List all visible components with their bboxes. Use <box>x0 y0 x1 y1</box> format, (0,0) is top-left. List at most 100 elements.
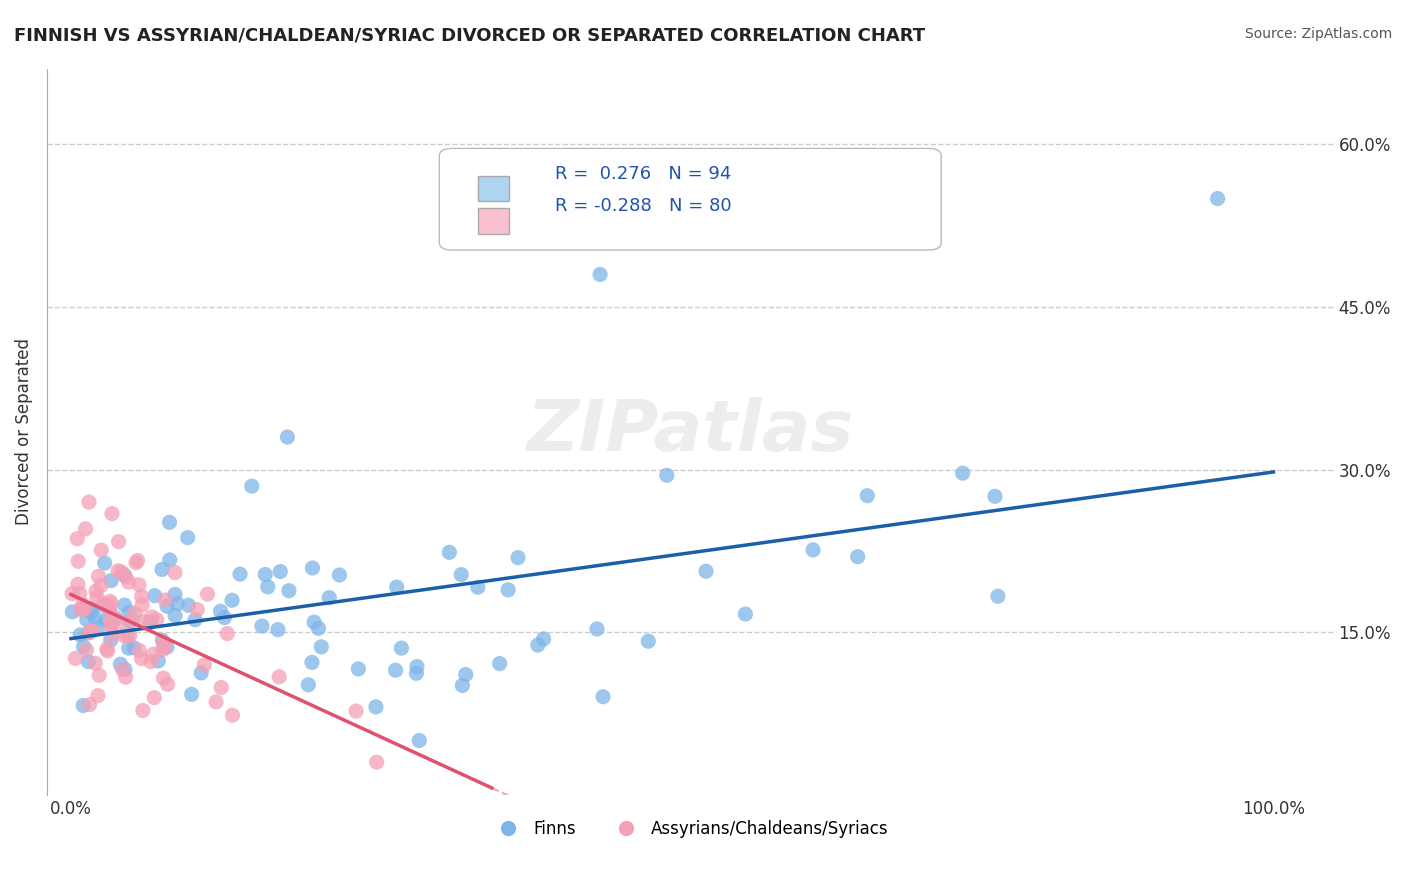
Point <box>76 613 98 627</box>
Point <box>114 670 136 684</box>
Point <box>344 704 367 718</box>
Point <box>86 591 108 605</box>
Point <box>121 614 143 628</box>
Point <box>277 583 299 598</box>
Point <box>150 562 173 576</box>
Point <box>67 554 90 568</box>
Point <box>276 430 298 444</box>
Point <box>987 589 1010 603</box>
Point <box>405 666 427 681</box>
Point <box>98 602 121 616</box>
Point <box>176 531 198 545</box>
Point <box>439 545 461 559</box>
Bar <box>478 176 509 201</box>
Point <box>148 654 170 668</box>
Point <box>80 605 103 619</box>
Bar <box>478 209 509 234</box>
Point <box>152 642 174 657</box>
Point <box>72 598 94 612</box>
Point <box>655 468 678 483</box>
Point <box>87 668 110 682</box>
Point <box>122 640 145 655</box>
Point <box>506 550 529 565</box>
Point <box>60 586 83 600</box>
Point <box>250 619 273 633</box>
Point <box>101 628 124 642</box>
Text: Source: ZipAtlas.com: Source: ZipAtlas.com <box>1244 27 1392 41</box>
Point <box>1206 192 1229 206</box>
Point <box>96 642 118 657</box>
Point <box>98 594 121 608</box>
Point <box>114 598 136 612</box>
Point <box>69 628 91 642</box>
Text: FINNISH VS ASSYRIAN/CHALDEAN/SYRIAC DIVORCED OR SEPARATED CORRELATION CHART: FINNISH VS ASSYRIAN/CHALDEAN/SYRIAC DIVO… <box>14 27 925 45</box>
Point <box>297 678 319 692</box>
Point <box>153 593 176 607</box>
Point <box>952 466 974 480</box>
Point <box>131 590 153 604</box>
Point <box>90 543 112 558</box>
Point <box>152 671 174 685</box>
Point <box>93 599 115 613</box>
Point <box>454 667 477 681</box>
Point <box>267 623 290 637</box>
Point <box>75 522 97 536</box>
Point <box>69 586 91 600</box>
Point <box>734 607 756 621</box>
Point <box>637 634 659 648</box>
Point <box>65 651 87 665</box>
Point <box>66 532 89 546</box>
Point <box>107 534 129 549</box>
Point <box>118 628 141 642</box>
Point <box>118 615 141 629</box>
Point <box>856 489 879 503</box>
Point <box>180 687 202 701</box>
Point <box>205 695 228 709</box>
Point <box>254 567 277 582</box>
Point <box>163 566 186 580</box>
Point <box>385 580 408 594</box>
Point <box>87 689 110 703</box>
Point <box>984 489 1007 503</box>
Point <box>408 733 430 747</box>
Point <box>97 644 120 658</box>
Y-axis label: Divorced or Separated: Divorced or Separated <box>15 338 32 525</box>
Text: R = -0.288   N = 80: R = -0.288 N = 80 <box>555 197 731 216</box>
Point <box>79 698 101 712</box>
Point <box>318 591 340 605</box>
Point <box>153 640 176 654</box>
Point <box>159 516 181 530</box>
Point <box>87 621 110 635</box>
Point <box>150 633 173 648</box>
Point <box>60 605 83 619</box>
Point <box>328 568 350 582</box>
Point <box>209 681 232 695</box>
Point <box>84 612 107 626</box>
Point <box>159 553 181 567</box>
Point <box>111 663 134 677</box>
Point <box>163 587 186 601</box>
Point <box>72 698 94 713</box>
Point <box>391 641 413 656</box>
Point <box>801 542 824 557</box>
Point <box>384 663 406 677</box>
Point <box>132 704 155 718</box>
Point <box>406 659 429 673</box>
Point <box>131 598 153 612</box>
Text: R =  0.276   N = 94: R = 0.276 N = 94 <box>555 165 731 183</box>
Point <box>142 647 165 661</box>
Point <box>80 601 103 615</box>
Point <box>77 625 100 640</box>
Point <box>112 567 135 582</box>
Point <box>347 662 370 676</box>
Point <box>114 663 136 677</box>
Point <box>156 677 179 691</box>
Point <box>100 574 122 588</box>
Point <box>589 268 612 282</box>
Point <box>69 602 91 616</box>
Point <box>80 624 103 638</box>
Point <box>76 643 98 657</box>
Point <box>87 569 110 583</box>
Point <box>586 622 609 636</box>
FancyBboxPatch shape <box>439 148 941 250</box>
